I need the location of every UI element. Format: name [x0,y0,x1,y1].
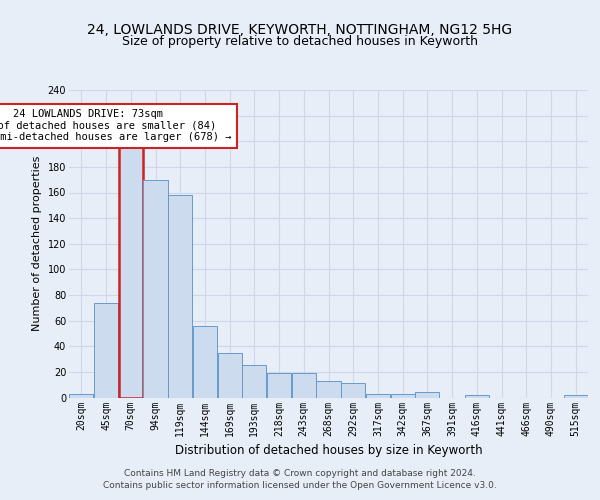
Bar [391,394,415,398]
Bar [94,302,118,398]
Bar [316,381,341,398]
Text: 24 LOWLANDS DRIVE: 73sqm
← 11% of detached houses are smaller (84)
89% of semi-d: 24 LOWLANDS DRIVE: 73sqm ← 11% of detach… [0,109,232,142]
Text: Contains HM Land Registry data © Crown copyright and database right 2024.: Contains HM Land Registry data © Crown c… [124,470,476,478]
Text: Contains public sector information licensed under the Open Government Licence v3: Contains public sector information licen… [103,480,497,490]
Y-axis label: Number of detached properties: Number of detached properties [32,156,42,332]
Bar [341,384,365,398]
Bar [69,394,94,398]
Bar [242,366,266,398]
Bar [464,395,489,398]
Bar [143,180,167,398]
Bar [193,326,217,398]
Bar [267,373,291,398]
X-axis label: Distribution of detached houses by size in Keyworth: Distribution of detached houses by size … [175,444,482,457]
Text: Size of property relative to detached houses in Keyworth: Size of property relative to detached ho… [122,35,478,48]
Bar [119,141,143,398]
Bar [168,195,193,398]
Bar [563,395,588,398]
Bar [366,394,390,398]
Bar [415,392,439,398]
Bar [292,373,316,398]
Bar [218,352,242,398]
Text: 24, LOWLANDS DRIVE, KEYWORTH, NOTTINGHAM, NG12 5HG: 24, LOWLANDS DRIVE, KEYWORTH, NOTTINGHAM… [88,22,512,36]
